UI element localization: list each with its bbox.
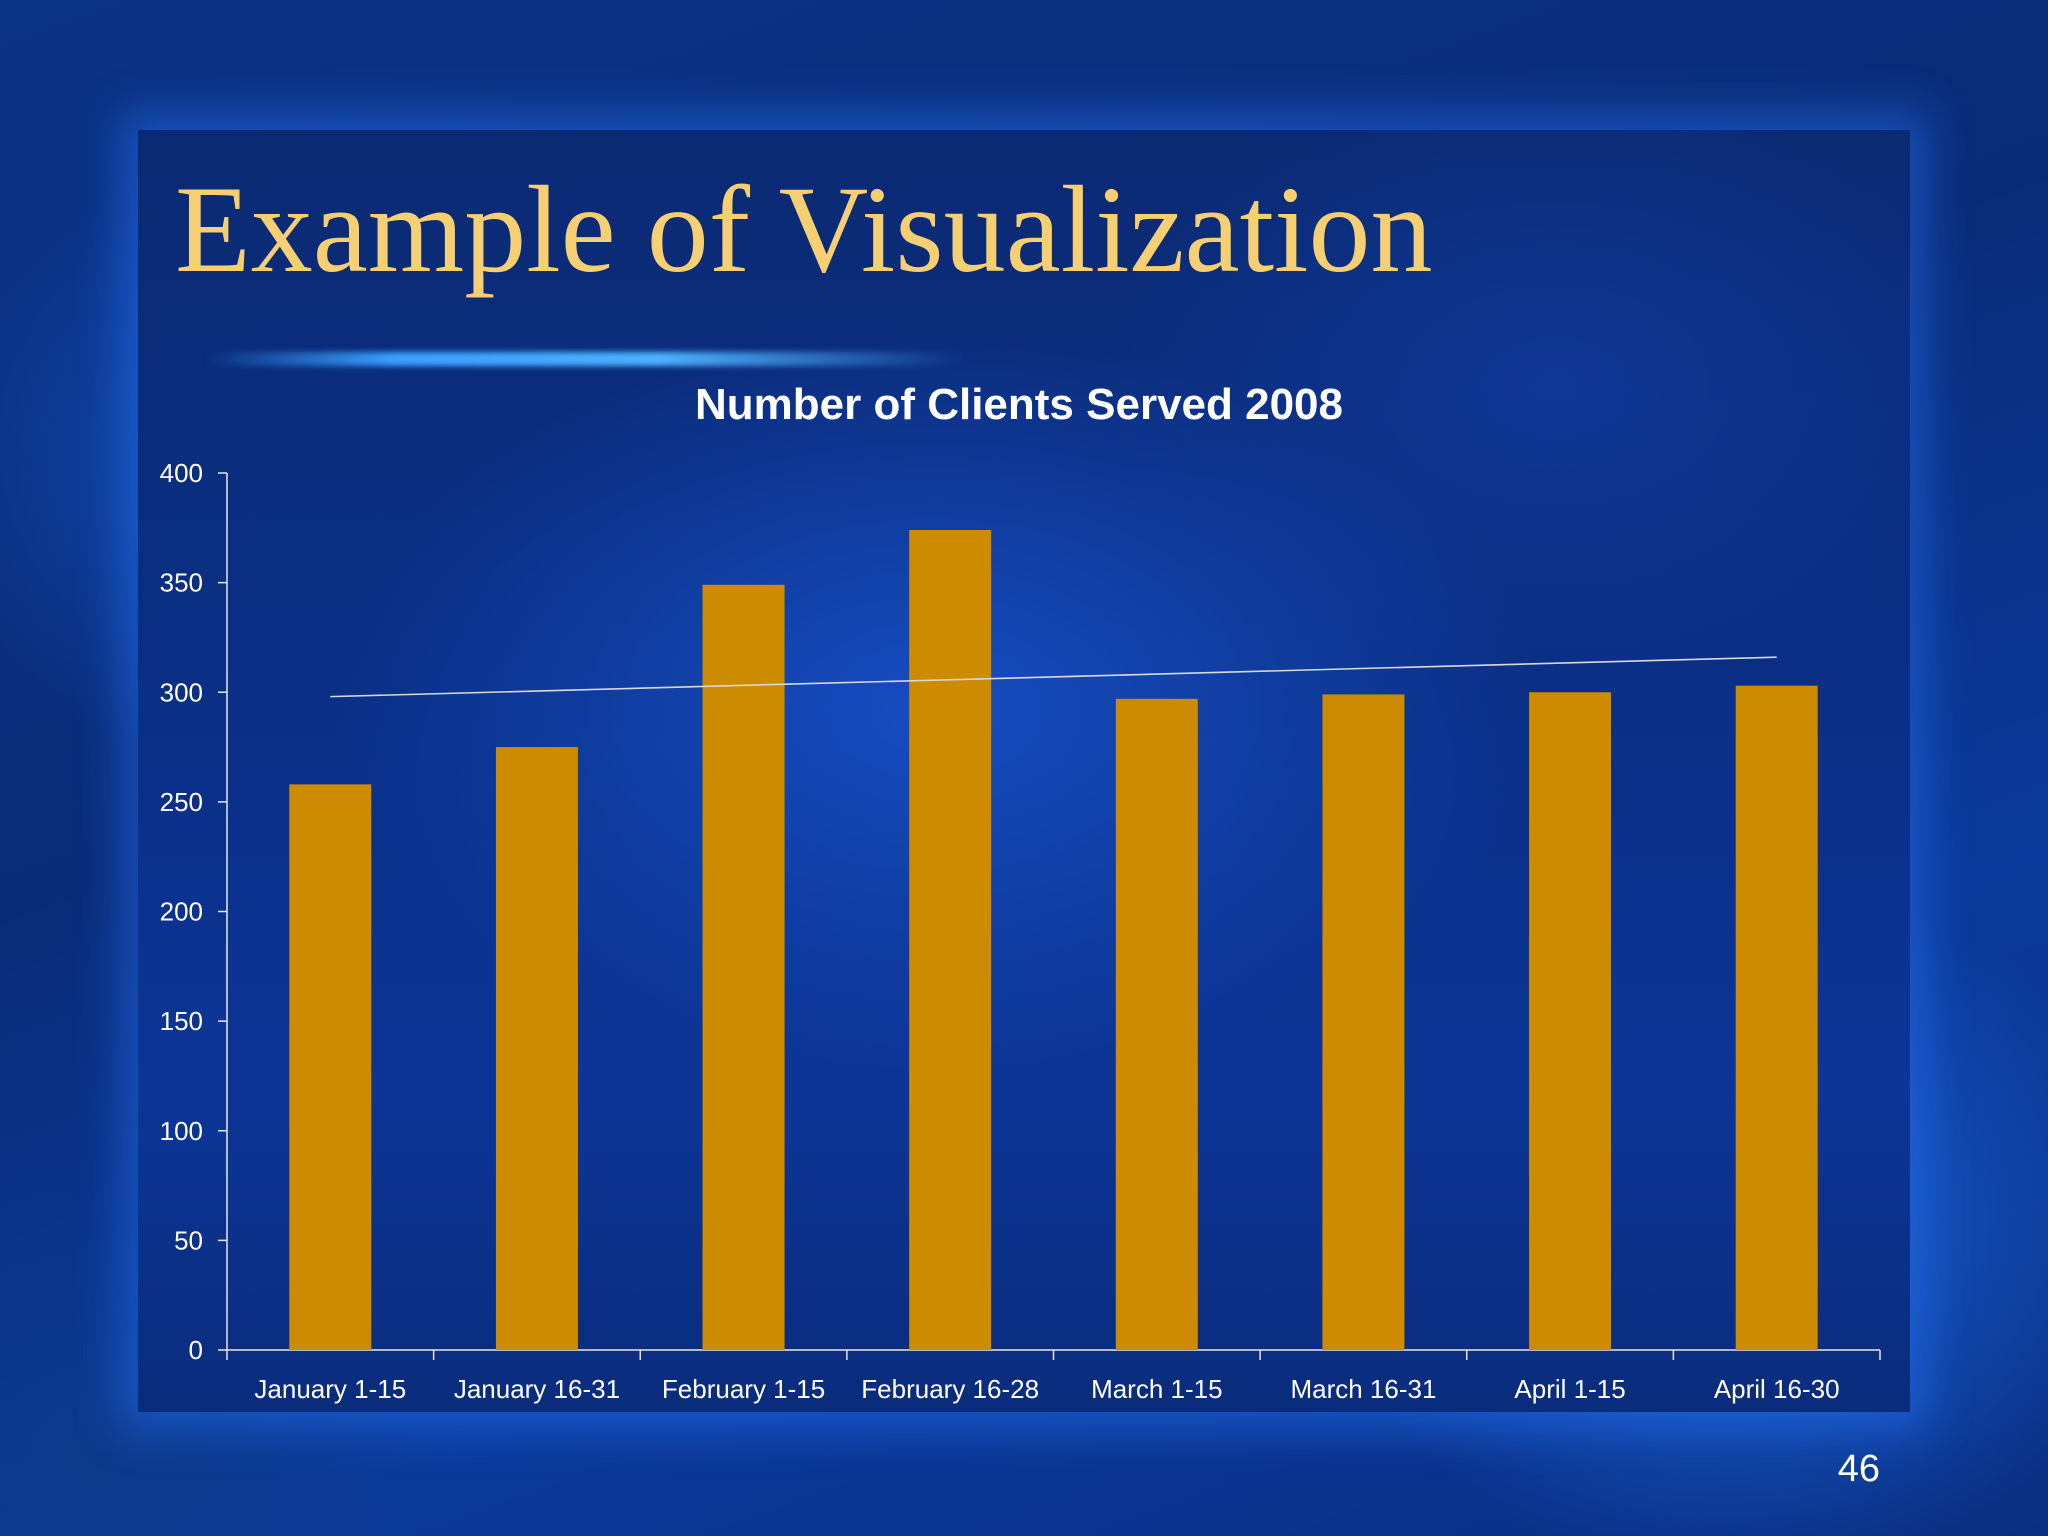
bar	[702, 584, 785, 1350]
y-tick-label: 150	[160, 1006, 203, 1036]
slide-panel	[138, 130, 1910, 1412]
bar	[1115, 698, 1198, 1350]
title-underline	[205, 352, 965, 366]
bar	[1735, 685, 1818, 1350]
chart-title: Number of Clients Served 2008	[694, 380, 1343, 429]
slide-title: Example of Visualization	[175, 161, 1433, 298]
trendline	[330, 656, 1777, 698]
x-tick-label: January 1-15	[254, 1374, 406, 1404]
y-tick-label: 400	[160, 458, 203, 488]
x-tick-label: April 16-30	[1714, 1374, 1840, 1404]
y-tick-label: 100	[160, 1116, 203, 1146]
bar	[909, 530, 992, 1350]
y-tick-label: 250	[160, 787, 203, 817]
x-tick-label: January 16-31	[454, 1374, 620, 1404]
bar	[1322, 694, 1405, 1350]
chart-title-wrap: Number of Clients Served 2008	[0, 380, 2048, 430]
x-tick-label: February 1-15	[662, 1374, 825, 1404]
bar	[495, 747, 578, 1350]
x-tick-label: March 16-31	[1290, 1374, 1436, 1404]
x-tick-label: April 1-15	[1514, 1374, 1625, 1404]
y-tick-label: 0	[189, 1335, 203, 1365]
x-tick-label: February 16-28	[861, 1374, 1039, 1404]
y-tick-label: 50	[174, 1225, 203, 1255]
bar	[1529, 692, 1612, 1350]
y-tick-label: 200	[160, 897, 203, 927]
slide-number: 46	[1837, 1448, 1880, 1490]
y-tick-label: 350	[160, 568, 203, 598]
y-tick-label: 300	[160, 677, 203, 707]
bar	[289, 784, 372, 1350]
x-tick-label: March 1-15	[1091, 1374, 1223, 1404]
